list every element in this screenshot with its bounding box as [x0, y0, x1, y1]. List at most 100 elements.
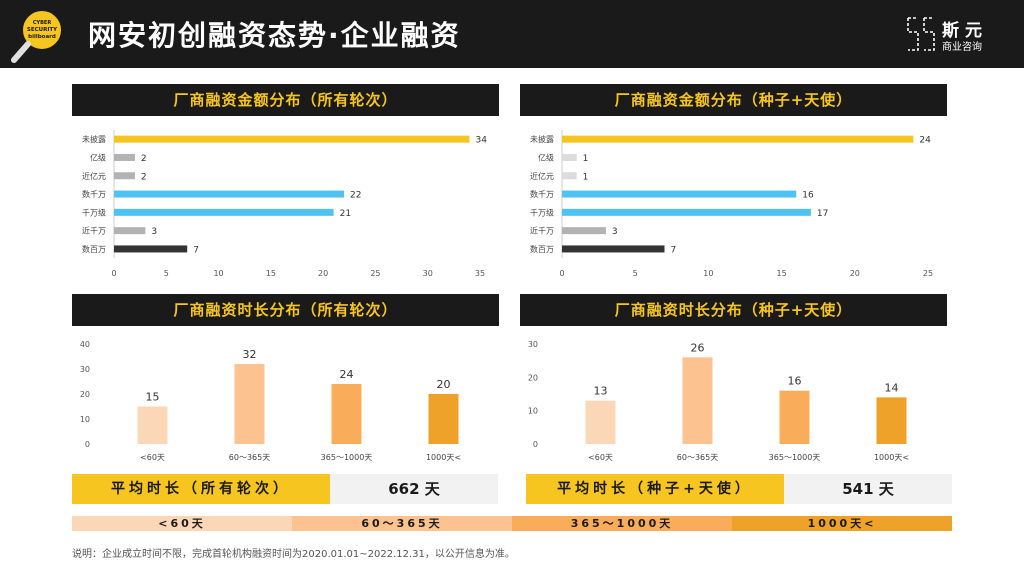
bar	[114, 227, 146, 235]
data-label: 3	[151, 227, 157, 237]
category-label: 近亿元	[530, 171, 554, 181]
data-label: 1	[583, 154, 589, 164]
data-label: 16	[788, 375, 802, 388]
amount-seed-chart: 未披露 24 亿级 1 近亿元 1 数千万 16 千万级 17 近千万 3 数百万 7 0 5 10 15 20 25	[530, 130, 933, 278]
tick-label: 20	[318, 269, 328, 278]
legend-item-gt1000: 1000天<	[732, 516, 952, 531]
tick-label: 5	[633, 269, 638, 278]
amount-all-chart: 未披露 34 亿级 2 近亿元 2 数千万 22 千万级 21 近千万 3 数百万 7 0 5 10 15 20 25…	[82, 130, 487, 278]
bar	[876, 397, 907, 444]
bar	[114, 208, 334, 216]
bar	[114, 135, 470, 143]
data-label: 1	[583, 172, 589, 182]
svg-text:billboard: billboard	[28, 34, 56, 40]
data-label: 32	[243, 348, 257, 361]
legend-item-lt60: <60天	[72, 516, 292, 531]
bar	[562, 135, 914, 143]
tick-label: 0	[111, 269, 116, 278]
bar	[562, 227, 606, 235]
svg-text:SECURITY: SECURITY	[27, 27, 58, 33]
category-label: 数百万	[530, 244, 554, 254]
avg-all-label: 平均时长（所有轮次）	[72, 474, 330, 504]
tick-label: 20	[80, 390, 90, 399]
tick-label: 30	[80, 365, 90, 374]
data-label: 7	[670, 245, 676, 255]
duration-seed-title: 厂商融资时长分布（种子+天使）	[520, 294, 947, 326]
category-label: 365～1000天	[769, 453, 821, 462]
avg-seed-label: 平均时长（种子+天使）	[526, 474, 784, 504]
legend-item-60-365: 60～365天	[292, 516, 512, 531]
duration-all-title: 厂商融资时长分布（所有轮次）	[72, 294, 499, 326]
category-label: 近千万	[530, 226, 554, 236]
data-label: 15	[146, 391, 160, 404]
bar	[779, 390, 810, 444]
data-label: 20	[437, 378, 451, 391]
data-label: 22	[350, 191, 361, 201]
tick-label: 25	[923, 269, 933, 278]
tick-label: 5	[164, 269, 169, 278]
data-label: 24	[340, 368, 354, 381]
bar	[562, 172, 577, 180]
tick-label: 0	[85, 440, 90, 449]
data-label: 14	[885, 381, 899, 394]
bar	[114, 153, 135, 161]
tick-label: 30	[423, 269, 433, 278]
bar	[562, 208, 811, 216]
avg-seed-value: 541 天	[784, 474, 952, 504]
bar	[428, 394, 459, 444]
brand-logo: 斯元 商业咨询	[906, 16, 996, 56]
legend-item-365-1000: 365～1000天	[512, 516, 732, 531]
bar	[234, 364, 265, 444]
svg-text:CYBER: CYBER	[33, 20, 52, 26]
tick-label: 30	[528, 340, 538, 349]
brand-name: 斯元	[942, 21, 988, 41]
tick-label: 20	[850, 269, 860, 278]
category-label: 数百万	[82, 244, 106, 254]
category-label: 近亿元	[82, 171, 106, 181]
amount-all-title: 厂商融资金额分布（所有轮次）	[72, 84, 499, 116]
bar	[562, 190, 797, 198]
tick-label: 15	[777, 269, 787, 278]
bar	[562, 153, 577, 161]
bar	[331, 384, 362, 444]
category-label: 近千万	[82, 226, 106, 236]
data-label: 7	[193, 245, 199, 255]
category-label: <60天	[140, 453, 165, 462]
bar	[562, 245, 665, 253]
duration-seed-chart: 0 10 20 30 13 <60天 26 60～365天 16 365～1000天 14 1000天…	[528, 340, 909, 462]
category-label: 数千万	[530, 189, 554, 199]
tick-label: 10	[703, 269, 713, 278]
tick-label: 0	[559, 269, 564, 278]
amount-seed-title: 厂商融资金额分布（种子+天使）	[520, 84, 947, 116]
billboard-logo-icon: CYBER SECURITY billboard	[11, 9, 63, 63]
brand-subtitle: 商业咨询	[942, 42, 982, 53]
tick-label: 0	[533, 440, 538, 449]
category-label: 1000天<	[426, 453, 461, 462]
category-label: <60天	[588, 453, 613, 462]
data-label: 17	[817, 209, 828, 219]
tick-label: 10	[213, 269, 223, 278]
category-label: 1000天<	[874, 453, 909, 462]
category-label: 数千万	[82, 189, 106, 199]
avg-all-value: 662 天	[330, 474, 498, 504]
header-bar: CYBER SECURITY billboard 网安初创融资态势·企业融资 斯…	[0, 0, 1024, 68]
data-label: 2	[141, 154, 147, 164]
bar	[114, 190, 345, 198]
tick-label: 40	[80, 340, 90, 349]
bar	[682, 357, 713, 444]
tick-label: 10	[528, 407, 538, 416]
tick-label: 20	[528, 373, 538, 382]
brand-mark-icon	[907, 17, 935, 51]
category-label: 60～365天	[677, 453, 718, 462]
data-label: 26	[691, 341, 705, 354]
tick-label: 10	[80, 415, 90, 424]
bar	[137, 406, 168, 444]
bar	[114, 172, 135, 180]
duration-legend: <60天 60～365天 365～1000天 1000天<	[72, 516, 952, 531]
data-label: 3	[612, 227, 618, 237]
bar	[114, 245, 188, 253]
bar	[585, 400, 616, 444]
data-label: 21	[340, 209, 351, 219]
tick-label: 35	[475, 269, 485, 278]
tick-label: 25	[370, 269, 380, 278]
